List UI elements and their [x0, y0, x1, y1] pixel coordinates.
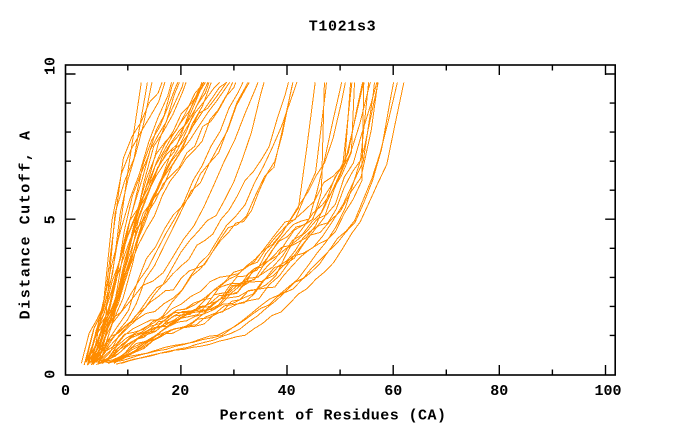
svg-text:Distance Cutoff, A: Distance Cutoff, A	[18, 129, 35, 319]
svg-text:40: 40	[278, 383, 296, 400]
svg-text:5: 5	[42, 215, 59, 224]
svg-text:10: 10	[42, 57, 59, 75]
svg-text:0: 0	[61, 383, 70, 400]
svg-text:Percent of Residues (CA): Percent of Residues (CA)	[220, 408, 447, 425]
svg-text:80: 80	[490, 383, 508, 400]
svg-text:100: 100	[594, 383, 621, 400]
svg-text:T1021s3: T1021s3	[309, 19, 377, 36]
svg-text:60: 60	[384, 383, 402, 400]
svg-text:0: 0	[42, 370, 59, 379]
svg-text:20: 20	[171, 383, 189, 400]
